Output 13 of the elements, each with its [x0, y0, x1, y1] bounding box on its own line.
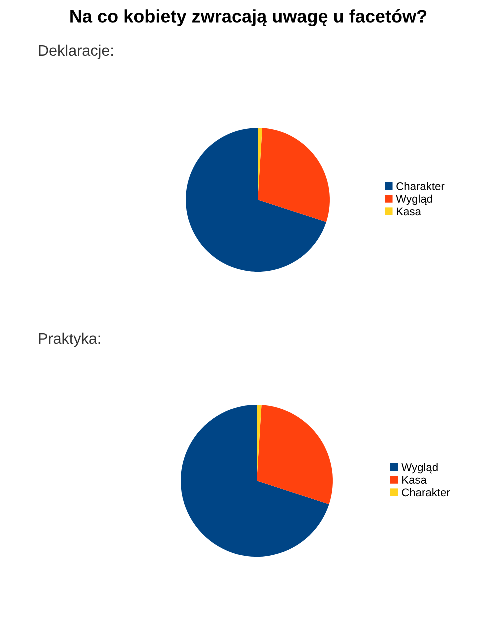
- legend-label: Charakter: [402, 488, 450, 497]
- legend-label: Charakter: [396, 182, 445, 190]
- legend-label: Kasa: [397, 208, 422, 216]
- pie-slice: [181, 405, 330, 557]
- pie-slice: [186, 128, 326, 272]
- chart-subtitle: Praktyka:: [39, 332, 100, 348]
- chart-title: Na co kobiety zwracają uwagę u facetów?: [70, 9, 427, 27]
- pie-slice: [258, 128, 330, 222]
- legend-label: Wygląd: [396, 194, 432, 206]
- chart-subtitle: Deklaracje:: [39, 44, 114, 60]
- pie-slice: [257, 405, 333, 504]
- legend-label: Kasa: [402, 476, 427, 484]
- legend-label: Wygląd: [402, 463, 438, 474]
